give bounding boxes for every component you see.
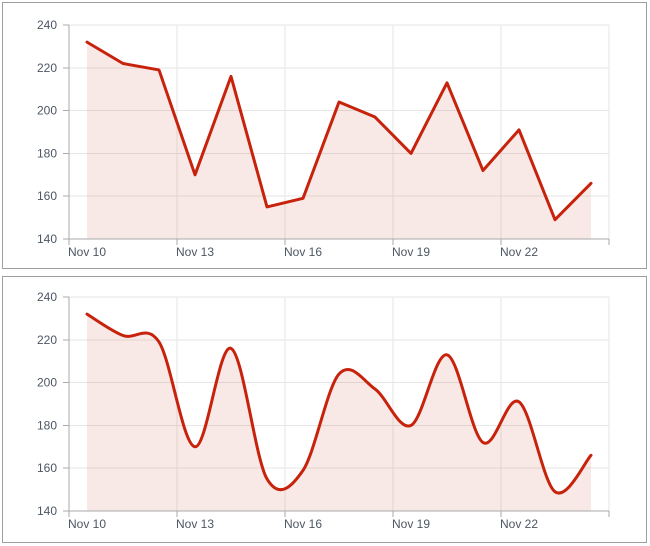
y-axis-label: 200 — [37, 104, 57, 118]
y-axis-label: 140 — [37, 232, 57, 246]
chart-panel-linear-area: 140 160 180 200 220 240 Nov 10 Nov 13 Nov 16 Nov … — [2, 2, 647, 269]
x-axis-label: Nov 22 — [500, 517, 538, 531]
y-axis-labels: 140 160 180 200 220 240 — [37, 18, 57, 246]
axis-ticks — [63, 24, 610, 245]
y-axis-label: 140 — [37, 504, 57, 518]
chart-panel-spline-area: 140 160 180 200 220 240 Nov 10 Nov 13 Nov 16 Nov … — [2, 276, 647, 543]
x-axis-label: Nov 13 — [176, 245, 214, 259]
x-axis-label: Nov 16 — [284, 517, 322, 531]
x-axis-label: Nov 19 — [392, 245, 430, 259]
y-axis-label: 160 — [37, 461, 57, 475]
axis-ticks — [63, 296, 610, 517]
x-axis-label: Nov 16 — [284, 245, 322, 259]
y-axis-label: 240 — [37, 18, 57, 32]
y-axis-label: 200 — [37, 376, 57, 390]
y-axis-label: 180 — [37, 146, 57, 160]
y-axis-labels: 140 160 180 200 220 240 — [37, 290, 57, 518]
x-axis-labels: Nov 10 Nov 13 Nov 16 Nov 19 Nov 22 — [68, 245, 538, 259]
x-axis-label: Nov 10 — [68, 245, 106, 259]
y-axis-label: 180 — [37, 418, 57, 432]
x-axis-label: Nov 19 — [392, 517, 430, 531]
x-axis-label: Nov 22 — [500, 245, 538, 259]
series-line[interactable] — [85, 312, 593, 495]
series-area-fill[interactable] — [87, 42, 591, 240]
series-area-fill[interactable] — [87, 314, 591, 511]
x-axis-labels: Nov 10 Nov 13 Nov 16 Nov 19 Nov 22 — [68, 517, 538, 531]
x-axis-label: Nov 13 — [176, 517, 214, 531]
y-axis-label: 240 — [37, 290, 57, 304]
y-axis-label: 160 — [37, 189, 57, 203]
axes — [68, 25, 609, 240]
y-axis-label: 220 — [37, 333, 57, 347]
x-axis-label: Nov 10 — [68, 517, 106, 531]
y-axis-label: 220 — [37, 61, 57, 75]
axes — [68, 297, 609, 512]
series-line[interactable] — [85, 40, 593, 222]
